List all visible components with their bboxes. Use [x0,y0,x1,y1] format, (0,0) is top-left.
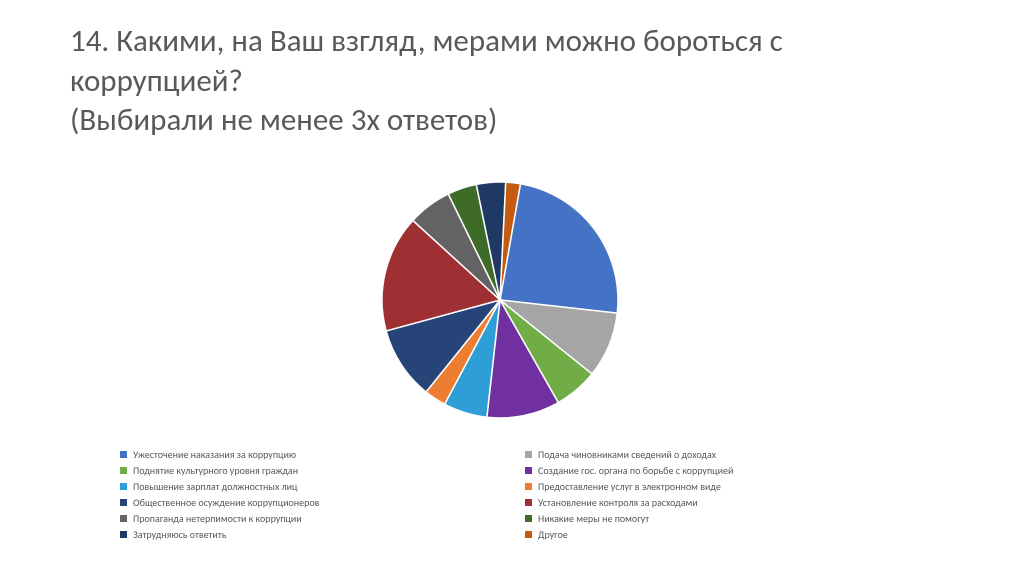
legend-swatch [120,483,127,490]
legend-swatch [120,499,127,506]
legend-label: Никакие меры не помогут [538,512,649,525]
page-title: 14. Какими, на Ваш взгляд, мерами можно … [70,22,950,141]
legend-label: Установление контроля за расходами [538,496,698,509]
legend-item: Подача чиновниками сведений о доходах [525,448,900,461]
legend-item: Ужесточение наказания за коррупцию [120,448,495,461]
legend-item: Общественное осуждение коррупционеров [120,496,495,509]
legend-label: Создание гос. органа по борьбе с коррупц… [538,464,733,477]
legend-item: Повышение зарплат должностных лиц [120,480,495,493]
pie-chart [360,160,640,440]
legend-label: Общественное осуждение коррупционеров [133,496,319,509]
legend-swatch [120,515,127,522]
legend-swatch [525,499,532,506]
legend-item: Установление контроля за расходами [525,496,900,509]
legend-label: Затрудняюсь ответить [133,528,226,541]
legend-item: Пропаганда нетерпимости к коррупции [120,512,495,525]
legend-label: Ужесточение наказания за коррупцию [133,448,296,461]
legend-item: Поднятие культурного уровня граждан [120,464,495,477]
legend-swatch [525,483,532,490]
legend-swatch [120,531,127,538]
legend-item: Затрудняюсь ответить [120,528,495,541]
legend-swatch [525,467,532,474]
legend-item: Другое [525,528,900,541]
legend-label: Повышение зарплат должностных лиц [133,480,297,493]
legend-swatch [525,451,532,458]
legend-item: Создание гос. органа по борьбе с коррупц… [525,464,900,477]
legend-swatch [525,515,532,522]
legend-swatch [120,451,127,458]
legend-item: Никакие меры не помогут [525,512,900,525]
legend-label: Другое [538,528,568,541]
legend-label: Пропаганда нетерпимости к коррупции [133,512,302,525]
legend-swatch [525,531,532,538]
legend-item: Предоставление услуг в электронном виде [525,480,900,493]
legend-label: Подача чиновниками сведений о доходах [538,448,716,461]
legend-label: Предоставление услуг в электронном виде [538,480,721,493]
legend-swatch [120,467,127,474]
chart-legend: Ужесточение наказания за коррупцию Подача… [120,448,900,541]
legend-label: Поднятие культурного уровня граждан [133,464,298,477]
